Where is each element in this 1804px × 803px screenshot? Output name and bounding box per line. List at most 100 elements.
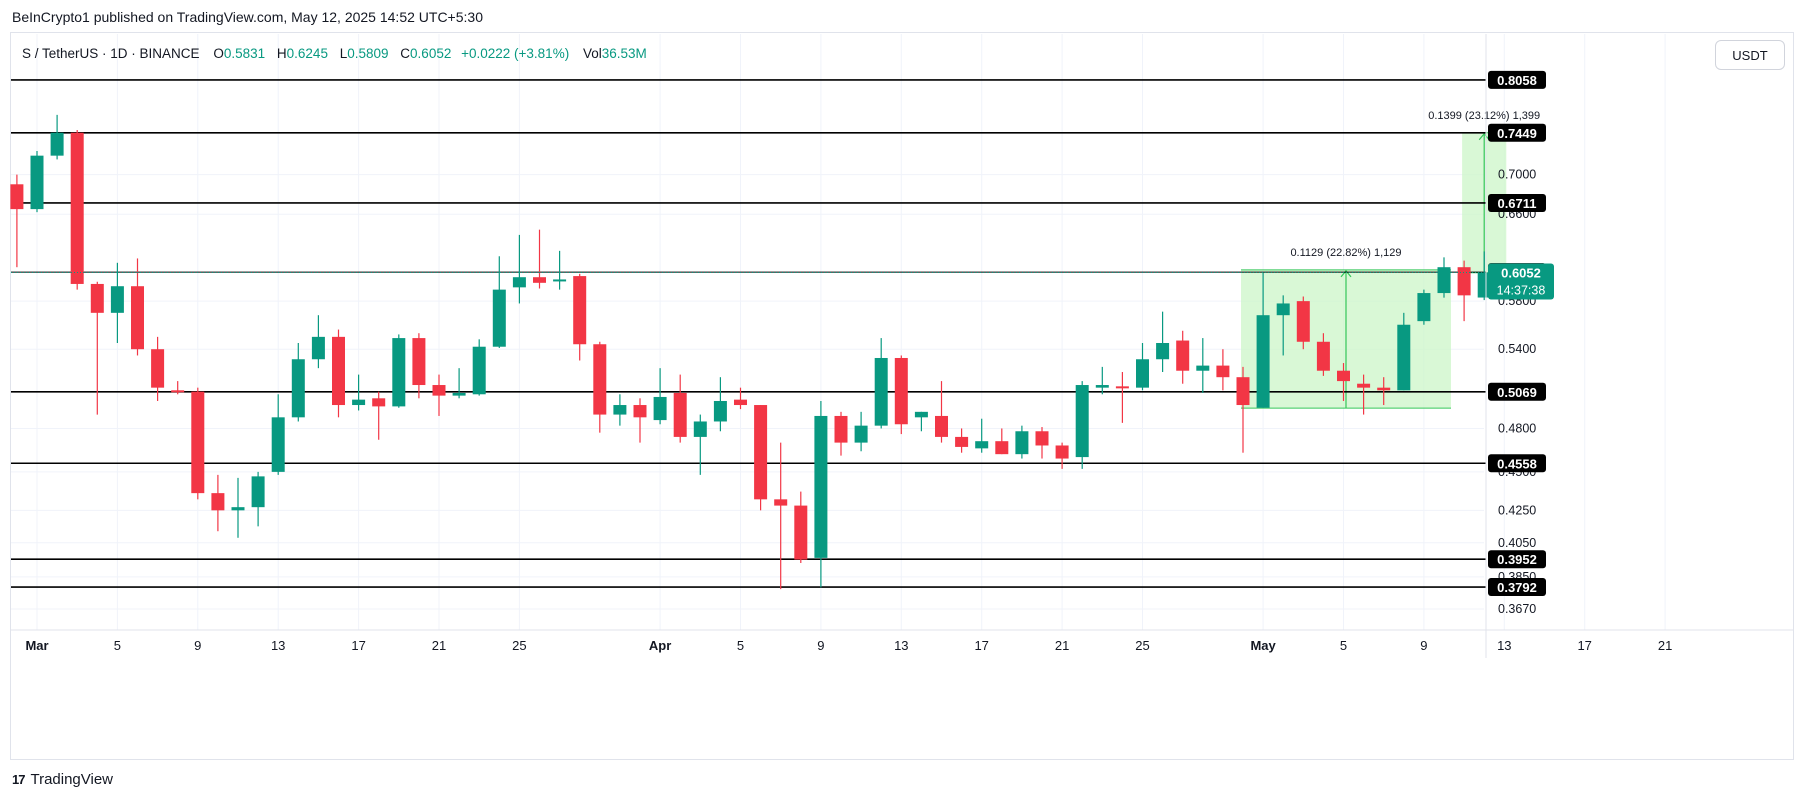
candle-body[interactable] <box>1015 431 1029 455</box>
candle-body[interactable] <box>593 344 607 415</box>
candle-body[interactable] <box>1417 293 1431 322</box>
level-badge-label: 0.6711 <box>1497 196 1536 211</box>
candle-body[interactable] <box>332 336 345 406</box>
candle-body[interactable] <box>512 277 526 288</box>
candle-body[interactable] <box>1377 387 1391 391</box>
time-axis-tick: May <box>1250 638 1276 653</box>
candle-body[interactable] <box>472 346 486 395</box>
measure-arrow-head <box>1340 269 1352 278</box>
time-axis-tick: 9 <box>1420 638 1427 653</box>
time-axis-tick: 5 <box>1340 638 1347 653</box>
candle-body[interactable] <box>734 399 747 406</box>
candle-body[interactable] <box>834 415 848 443</box>
candle-body[interactable] <box>653 396 667 421</box>
open-label: O <box>213 46 224 61</box>
price-axis-tick: 0.4250 <box>1498 503 1536 517</box>
candle-body[interactable] <box>1115 386 1129 389</box>
candle-body[interactable] <box>70 132 84 284</box>
candle-body[interactable] <box>935 415 948 437</box>
candle-body[interactable] <box>1316 341 1330 371</box>
candle-body[interactable] <box>110 286 124 313</box>
low-value: 0.5809 <box>347 46 389 61</box>
price-axis-tick: 0.3670 <box>1498 602 1536 616</box>
candle-body[interactable] <box>492 289 506 347</box>
level-badge-label: 0.7449 <box>1497 126 1537 141</box>
candle-body[interactable] <box>553 279 567 282</box>
candle-body[interactable] <box>1075 385 1089 458</box>
candle-body[interactable] <box>1176 340 1190 371</box>
candle-body[interactable] <box>1156 343 1170 360</box>
candle-body[interactable] <box>231 507 245 511</box>
symbol-label[interactable]: S / TetherUS · 1D · BINANCE <box>22 46 200 61</box>
level-badge <box>1488 578 1546 597</box>
candle-body[interactable] <box>995 441 1009 455</box>
candle-body[interactable] <box>814 415 828 558</box>
candle-body[interactable] <box>874 357 888 426</box>
candle-body[interactable] <box>1216 365 1230 378</box>
candle-body[interactable] <box>392 338 406 407</box>
candle-body[interactable] <box>30 155 44 210</box>
candle-body[interactable] <box>90 283 104 313</box>
candle-body[interactable] <box>1095 385 1109 388</box>
candle-body[interactable] <box>311 336 325 360</box>
candle-body[interactable] <box>613 405 627 415</box>
candle-body[interactable] <box>372 398 386 407</box>
candle-body[interactable] <box>754 405 768 500</box>
candle-body[interactable] <box>794 505 808 560</box>
candle-body[interactable] <box>1477 272 1491 298</box>
chart-frame <box>10 32 1794 760</box>
candle-body[interactable] <box>151 349 165 388</box>
volume-label: Vol <box>582 46 602 61</box>
candle-body[interactable] <box>533 277 546 283</box>
tradingview-brand[interactable]: 17 TradingView <box>12 771 113 788</box>
candle-body[interactable] <box>1296 301 1310 342</box>
candle-body[interactable] <box>633 405 647 418</box>
candle-body[interactable] <box>50 132 64 156</box>
price-axis-tick: 0.4800 <box>1498 421 1536 435</box>
candle-body[interactable] <box>1276 303 1290 316</box>
candle-body[interactable] <box>894 357 908 425</box>
candle-body[interactable] <box>673 392 687 437</box>
time-axis-tick: 13 <box>1497 638 1511 653</box>
candle-body[interactable] <box>1035 431 1049 446</box>
level-badge <box>1488 70 1546 89</box>
candle-body[interactable] <box>1136 359 1149 388</box>
candle-body[interactable] <box>1256 315 1270 408</box>
candle-body[interactable] <box>412 338 426 386</box>
candle-body[interactable] <box>10 184 24 210</box>
candle-body[interactable] <box>131 286 144 350</box>
candle-body[interactable] <box>975 441 989 449</box>
candle-body[interactable] <box>1236 377 1250 406</box>
candle-body[interactable] <box>1437 267 1451 294</box>
measure-label: 0.1129 (22.82%) 1,129 <box>1290 247 1401 259</box>
low-label: L <box>339 46 348 61</box>
candle-body[interactable] <box>191 391 205 494</box>
high-value: 0.6245 <box>286 46 328 61</box>
candle-body[interactable] <box>914 411 928 418</box>
candle-body[interactable] <box>1196 365 1210 371</box>
candle-body[interactable] <box>291 359 305 418</box>
candle-body[interactable] <box>1457 267 1471 296</box>
candle-body[interactable] <box>251 476 265 508</box>
candle-body[interactable] <box>452 392 466 396</box>
candle-body[interactable] <box>271 417 285 472</box>
candle-body[interactable] <box>854 425 868 443</box>
open-value: 0.5831 <box>223 46 266 61</box>
candle-body[interactable] <box>171 390 185 393</box>
candle-body[interactable] <box>1397 324 1411 391</box>
candle-body[interactable] <box>573 276 587 345</box>
candle-body[interactable] <box>211 493 225 511</box>
candle-body[interactable] <box>693 421 707 437</box>
currency-button[interactable]: USDT <box>1715 40 1785 70</box>
publish-caption: BeInCrypto1 published on TradingView.com… <box>12 9 483 25</box>
candle-body[interactable] <box>1055 445 1069 459</box>
candle-body[interactable] <box>1337 370 1350 382</box>
level-badge <box>1488 193 1546 212</box>
candle-body[interactable] <box>352 399 366 406</box>
candle-body[interactable] <box>1357 383 1371 388</box>
candle-body[interactable] <box>774 499 788 506</box>
candle-body[interactable] <box>432 385 446 396</box>
candle-body[interactable] <box>713 400 727 422</box>
candle-body[interactable] <box>955 436 969 447</box>
